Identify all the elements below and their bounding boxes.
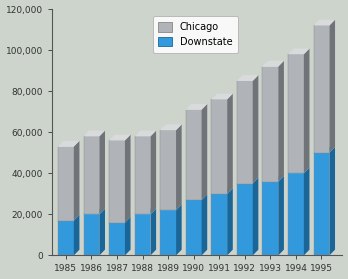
Polygon shape [211, 94, 233, 99]
Polygon shape [109, 140, 125, 223]
Polygon shape [237, 81, 253, 184]
Polygon shape [201, 194, 207, 255]
Polygon shape [160, 210, 176, 255]
Polygon shape [211, 188, 233, 194]
Polygon shape [135, 214, 150, 255]
Polygon shape [211, 194, 227, 255]
Polygon shape [125, 135, 130, 223]
Polygon shape [176, 124, 182, 210]
Polygon shape [84, 131, 105, 136]
Polygon shape [135, 136, 150, 214]
Polygon shape [288, 54, 304, 173]
Polygon shape [227, 94, 233, 194]
Polygon shape [201, 104, 207, 200]
Polygon shape [109, 223, 125, 255]
Polygon shape [253, 178, 258, 255]
Polygon shape [330, 147, 335, 255]
Polygon shape [84, 209, 105, 214]
Polygon shape [135, 131, 156, 136]
Polygon shape [314, 153, 330, 255]
Polygon shape [186, 110, 201, 200]
Polygon shape [278, 176, 284, 255]
Polygon shape [109, 135, 130, 140]
Polygon shape [288, 173, 304, 255]
Polygon shape [288, 168, 309, 173]
Polygon shape [278, 61, 284, 182]
Polygon shape [262, 61, 284, 66]
Polygon shape [150, 209, 156, 255]
Polygon shape [253, 75, 258, 184]
Polygon shape [58, 141, 79, 146]
Polygon shape [58, 146, 74, 220]
Polygon shape [100, 131, 105, 214]
Polygon shape [58, 220, 74, 255]
Polygon shape [227, 188, 233, 255]
Legend: Chicago, Downstate: Chicago, Downstate [152, 16, 238, 53]
Polygon shape [237, 184, 253, 255]
Polygon shape [262, 176, 284, 182]
Polygon shape [186, 104, 207, 110]
Polygon shape [84, 214, 100, 255]
Polygon shape [314, 25, 330, 153]
Polygon shape [58, 215, 79, 220]
Polygon shape [74, 215, 79, 255]
Polygon shape [160, 130, 176, 210]
Polygon shape [186, 200, 201, 255]
Polygon shape [160, 124, 182, 130]
Polygon shape [330, 20, 335, 153]
Polygon shape [160, 205, 182, 210]
Polygon shape [74, 141, 79, 220]
Polygon shape [211, 99, 227, 194]
Polygon shape [237, 75, 258, 81]
Polygon shape [262, 66, 278, 182]
Polygon shape [186, 194, 207, 200]
Polygon shape [237, 178, 258, 184]
Polygon shape [288, 49, 309, 54]
Polygon shape [84, 136, 100, 214]
Polygon shape [314, 147, 335, 153]
Polygon shape [109, 217, 130, 223]
Polygon shape [135, 209, 156, 214]
Polygon shape [262, 182, 278, 255]
Polygon shape [304, 49, 309, 173]
Polygon shape [150, 131, 156, 214]
Polygon shape [304, 168, 309, 255]
Polygon shape [314, 20, 335, 25]
Polygon shape [176, 205, 182, 255]
Polygon shape [125, 217, 130, 255]
Polygon shape [100, 209, 105, 255]
